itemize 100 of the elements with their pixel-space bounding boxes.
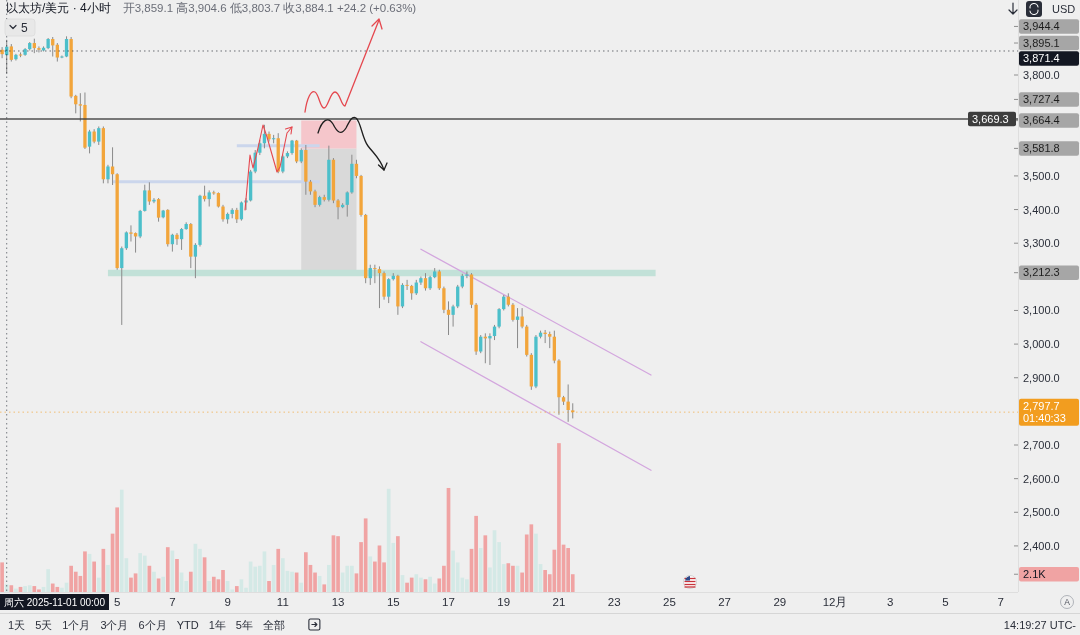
bar [483, 535, 488, 592]
bar [175, 559, 179, 592]
text: 3个月 [100, 619, 129, 631]
ref-line-label: 周六 2025-11-01 00:00 [4, 596, 106, 608]
bar [396, 536, 400, 592]
x-tick-label: 27 [718, 596, 732, 608]
candlestick [387, 277, 391, 304]
bar [165, 547, 170, 592]
x-tick-label: 11 [276, 596, 289, 608]
y-tick-label: 2,900.0 [1023, 371, 1060, 384]
y-tick-label: 3,500.0 [1023, 169, 1060, 182]
candlestick [124, 230, 129, 251]
bar [32, 586, 37, 592]
bar [83, 551, 87, 592]
candlestick [488, 332, 492, 366]
y-tick-label: 2,400.0 [1023, 539, 1060, 552]
bar [276, 548, 281, 592]
candlestick [520, 307, 524, 329]
candlestick [405, 279, 409, 291]
y2-tick-label: 2.1K [1023, 567, 1047, 580]
ref-line-label: 3,669.3 [972, 112, 1009, 125]
y-tick-label: 3,100.0 [1023, 304, 1060, 317]
y-tick-label: 3,895.1 [1023, 36, 1060, 49]
candlestick [354, 159, 359, 179]
bar [211, 576, 216, 592]
text: 5天 [35, 619, 53, 631]
y-tick-label: 2,600.0 [1023, 472, 1060, 485]
bar [55, 586, 60, 592]
bar [267, 581, 271, 592]
candlestick [55, 42, 59, 63]
bar [9, 585, 14, 592]
candlestick [87, 129, 92, 154]
candlestick [552, 330, 557, 364]
candlestick [511, 302, 515, 323]
y-tick-label: 3,400.0 [1023, 203, 1060, 216]
x-tick-label: 23 [607, 596, 621, 608]
candlestick [368, 264, 372, 286]
candlestick [373, 264, 377, 284]
x-tick-label: 7 [997, 596, 1004, 608]
bar [221, 570, 225, 592]
candlestick [451, 304, 455, 328]
candlestick [345, 190, 349, 218]
x-tick-label: 13 [331, 596, 345, 608]
bar [506, 563, 511, 592]
x-tick-label: 17 [442, 596, 455, 608]
candlestick [37, 45, 41, 53]
bar [557, 443, 561, 592]
bar [322, 584, 327, 592]
y-tick-label: 3,300.0 [1023, 237, 1060, 250]
bar [188, 571, 193, 592]
bar [129, 577, 133, 592]
x-tick-label: 19 [497, 596, 511, 608]
candlestick [497, 307, 501, 329]
x-tick-label: 25 [663, 596, 676, 608]
candlestick [465, 270, 469, 279]
bar [336, 536, 340, 592]
text: YTD [176, 619, 199, 631]
candlestick [336, 198, 340, 220]
text: 1天 [8, 619, 26, 631]
chart-subtitle: 开3,859.1 高3,904.6 低3,803.7 收3,884.1 +24.2 (+0.63%) [122, 1, 417, 14]
bar [0, 562, 4, 592]
y-tick-label: 3,727.4 [1023, 93, 1060, 106]
bar [529, 524, 534, 592]
bar [115, 507, 119, 592]
bar [304, 552, 308, 592]
y-tick-label: 2,700.0 [1023, 439, 1060, 452]
annotation: 5 [21, 21, 28, 35]
x-tick-label: 15 [386, 596, 400, 608]
text: A [1064, 597, 1071, 607]
x-tick-label: 21 [552, 596, 566, 608]
candlestick [0, 46, 4, 59]
chart-title: 以太坊/美元 · 4小时 [6, 1, 111, 15]
y-tick-label: 3,581.8 [1023, 142, 1060, 155]
x-tick-label: 12月 [822, 596, 848, 608]
text: 1个月 [62, 619, 91, 631]
bar [409, 577, 414, 592]
y-tick-label: 3,664.4 [1023, 114, 1060, 127]
text: 5年 [235, 619, 253, 631]
candlestick [179, 227, 184, 251]
x-tick-label: 3 [887, 596, 894, 608]
candlestick [239, 200, 244, 222]
bar [474, 515, 478, 592]
y-tick-label: 3,800.0 [1023, 69, 1060, 82]
candlestick [143, 184, 147, 213]
candlestick [377, 265, 382, 309]
y-tick-label: 3,212.3 [1023, 266, 1060, 279]
y-tick-label: 3,944.4 [1023, 20, 1060, 33]
x-tick-label: 7 [169, 596, 176, 608]
bar [234, 586, 239, 592]
y-tick-label: 3,000.0 [1023, 338, 1060, 351]
candlestick [106, 164, 110, 184]
candlestick [120, 246, 124, 326]
candlestick [479, 334, 483, 354]
bar [92, 561, 96, 592]
candlestick [382, 270, 386, 301]
x-tick-label: 5 [113, 596, 121, 608]
candlestick [419, 275, 423, 286]
text: 6个月 [138, 619, 167, 631]
candlestick [437, 269, 441, 291]
text: 全部 [262, 619, 285, 631]
